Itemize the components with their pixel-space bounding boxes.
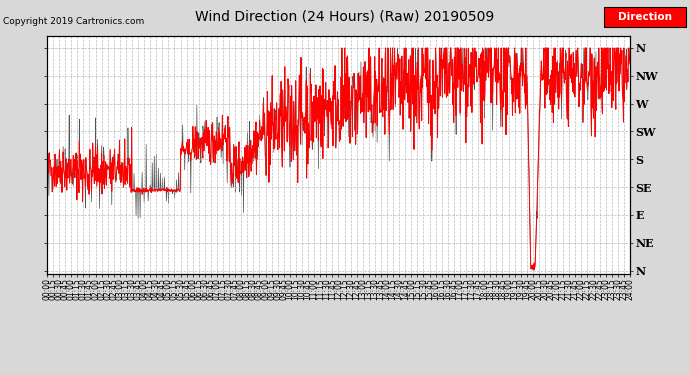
Text: Copyright 2019 Cartronics.com: Copyright 2019 Cartronics.com — [3, 17, 145, 26]
Text: Direction: Direction — [618, 12, 672, 22]
Text: Wind Direction (24 Hours) (Raw) 20190509: Wind Direction (24 Hours) (Raw) 20190509 — [195, 9, 495, 23]
